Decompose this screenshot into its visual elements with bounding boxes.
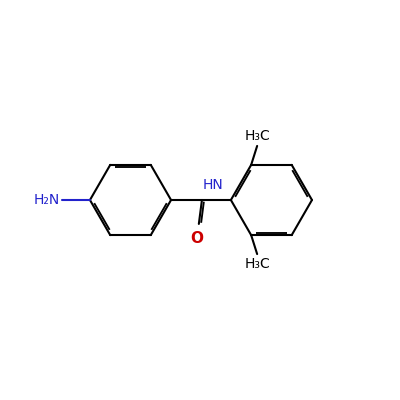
Text: H₃C: H₃C [244, 129, 270, 143]
Text: H₂N: H₂N [34, 193, 60, 207]
Text: H₃C: H₃C [244, 257, 270, 271]
Text: HN: HN [202, 178, 223, 192]
Text: O: O [190, 231, 204, 246]
